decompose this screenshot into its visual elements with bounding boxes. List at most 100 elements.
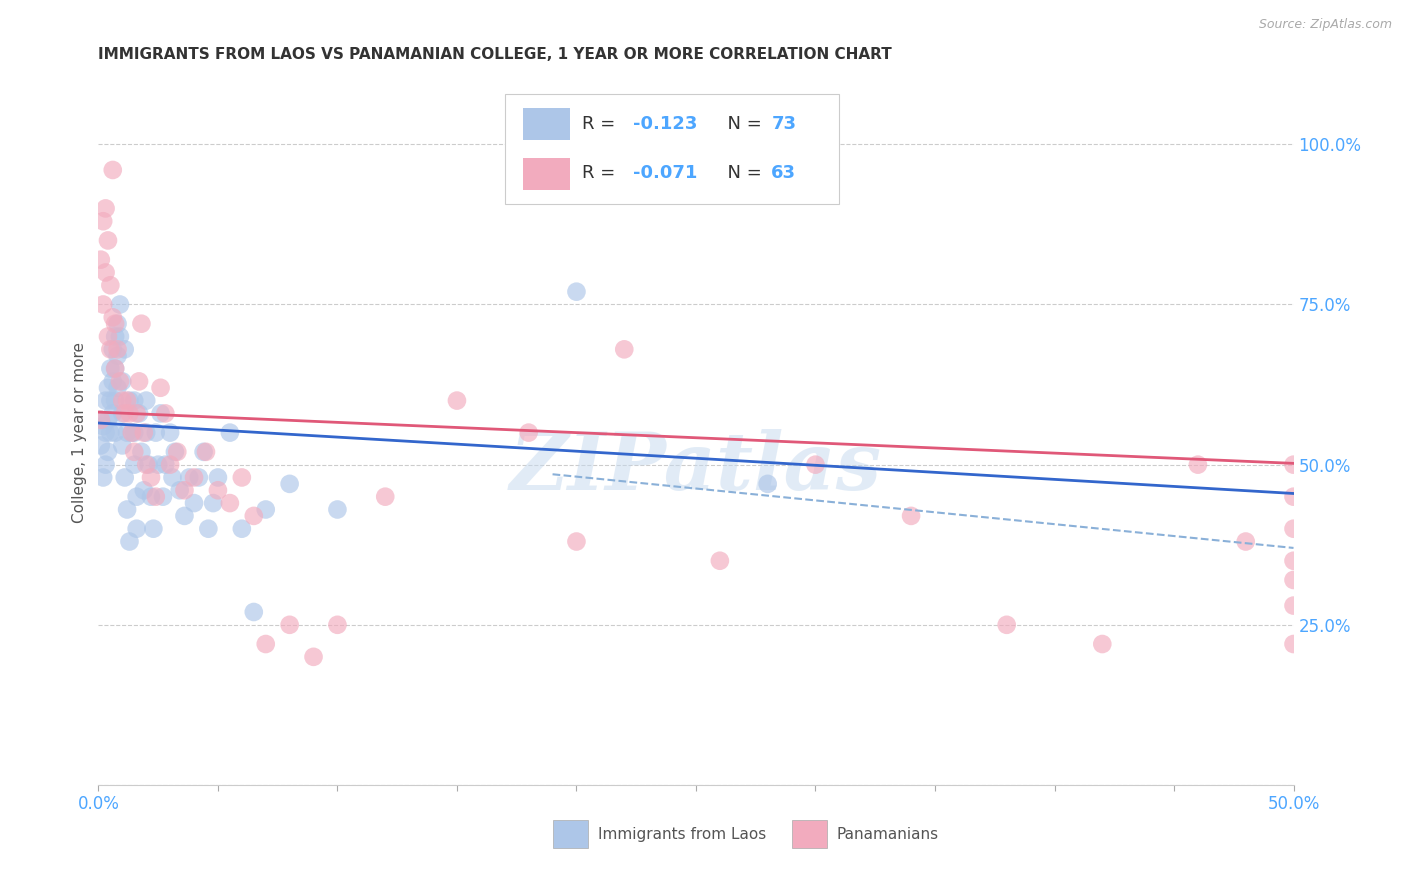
Point bbox=[159, 458, 181, 472]
Point bbox=[219, 496, 242, 510]
Text: -0.123: -0.123 bbox=[633, 115, 697, 133]
Point bbox=[756, 476, 779, 491]
Point bbox=[231, 470, 253, 484]
Point bbox=[118, 393, 141, 408]
Point bbox=[995, 617, 1018, 632]
Point bbox=[90, 413, 112, 427]
Point bbox=[101, 163, 124, 178]
Point bbox=[121, 425, 143, 440]
Point bbox=[128, 375, 150, 389]
Point bbox=[94, 202, 117, 216]
Point bbox=[202, 496, 225, 510]
Point bbox=[104, 425, 127, 440]
Point bbox=[446, 393, 468, 408]
Point bbox=[107, 343, 129, 357]
Text: 63: 63 bbox=[772, 164, 796, 182]
Point bbox=[97, 234, 120, 248]
Point bbox=[132, 425, 155, 440]
Point bbox=[1282, 573, 1305, 587]
Point bbox=[1234, 534, 1257, 549]
Point bbox=[104, 393, 127, 408]
Point bbox=[111, 438, 134, 452]
Point bbox=[124, 445, 146, 459]
Point bbox=[374, 490, 396, 504]
Point bbox=[91, 297, 114, 311]
Point bbox=[98, 343, 122, 357]
Point bbox=[108, 375, 131, 389]
Point bbox=[135, 393, 157, 408]
Text: Source: ZipAtlas.com: Source: ZipAtlas.com bbox=[1258, 18, 1392, 31]
Point bbox=[517, 425, 540, 440]
Point bbox=[132, 483, 155, 498]
Point bbox=[128, 406, 150, 420]
Point bbox=[197, 522, 219, 536]
Point bbox=[101, 310, 124, 325]
Point bbox=[90, 252, 112, 267]
Y-axis label: College, 1 year or more: College, 1 year or more bbox=[72, 343, 87, 523]
Text: R =: R = bbox=[582, 115, 621, 133]
Point bbox=[118, 406, 141, 420]
Point bbox=[91, 470, 114, 484]
Point bbox=[107, 349, 129, 363]
Point bbox=[124, 425, 146, 440]
Point bbox=[115, 425, 138, 440]
Point bbox=[139, 470, 162, 484]
Bar bbox=[505, 95, 839, 203]
Point bbox=[138, 458, 160, 472]
Point bbox=[900, 508, 922, 523]
Point bbox=[124, 393, 146, 408]
Point bbox=[145, 425, 167, 440]
Point bbox=[98, 425, 122, 440]
Point bbox=[124, 458, 146, 472]
Point bbox=[114, 406, 136, 420]
Point bbox=[94, 425, 117, 440]
Point bbox=[108, 297, 131, 311]
Bar bbox=[792, 821, 827, 848]
Point bbox=[183, 496, 205, 510]
Point bbox=[101, 375, 124, 389]
Point bbox=[101, 406, 124, 420]
Bar bbox=[553, 821, 589, 848]
Point bbox=[565, 285, 588, 299]
Point bbox=[114, 343, 136, 357]
Point bbox=[148, 458, 170, 472]
Text: 73: 73 bbox=[772, 115, 796, 133]
Bar bbox=[523, 109, 571, 140]
Point bbox=[98, 361, 122, 376]
Point bbox=[1091, 637, 1114, 651]
Point bbox=[179, 470, 201, 484]
Point bbox=[804, 458, 827, 472]
Point bbox=[173, 483, 195, 498]
Point bbox=[131, 317, 153, 331]
Point bbox=[97, 413, 120, 427]
Point bbox=[125, 406, 148, 420]
Point bbox=[207, 470, 229, 484]
Point bbox=[90, 413, 112, 427]
Point bbox=[135, 458, 157, 472]
Point bbox=[125, 522, 148, 536]
Point bbox=[187, 470, 209, 484]
Point bbox=[97, 329, 120, 343]
Point bbox=[101, 343, 124, 357]
Point bbox=[613, 343, 636, 357]
Point bbox=[155, 458, 177, 472]
Point bbox=[565, 534, 588, 549]
Text: Panamanians: Panamanians bbox=[837, 827, 939, 842]
Point bbox=[104, 329, 127, 343]
Point bbox=[111, 406, 134, 420]
Point bbox=[152, 490, 174, 504]
Text: -0.071: -0.071 bbox=[633, 164, 697, 182]
Point bbox=[104, 317, 127, 331]
Point bbox=[183, 470, 205, 484]
Point bbox=[142, 522, 165, 536]
Text: R =: R = bbox=[582, 164, 621, 182]
Point bbox=[1282, 458, 1305, 472]
Point bbox=[166, 445, 188, 459]
Point bbox=[91, 214, 114, 228]
Point bbox=[173, 508, 195, 523]
Point bbox=[94, 393, 117, 408]
Point bbox=[155, 406, 177, 420]
Point bbox=[115, 393, 138, 408]
Point bbox=[243, 508, 266, 523]
Point bbox=[107, 381, 129, 395]
